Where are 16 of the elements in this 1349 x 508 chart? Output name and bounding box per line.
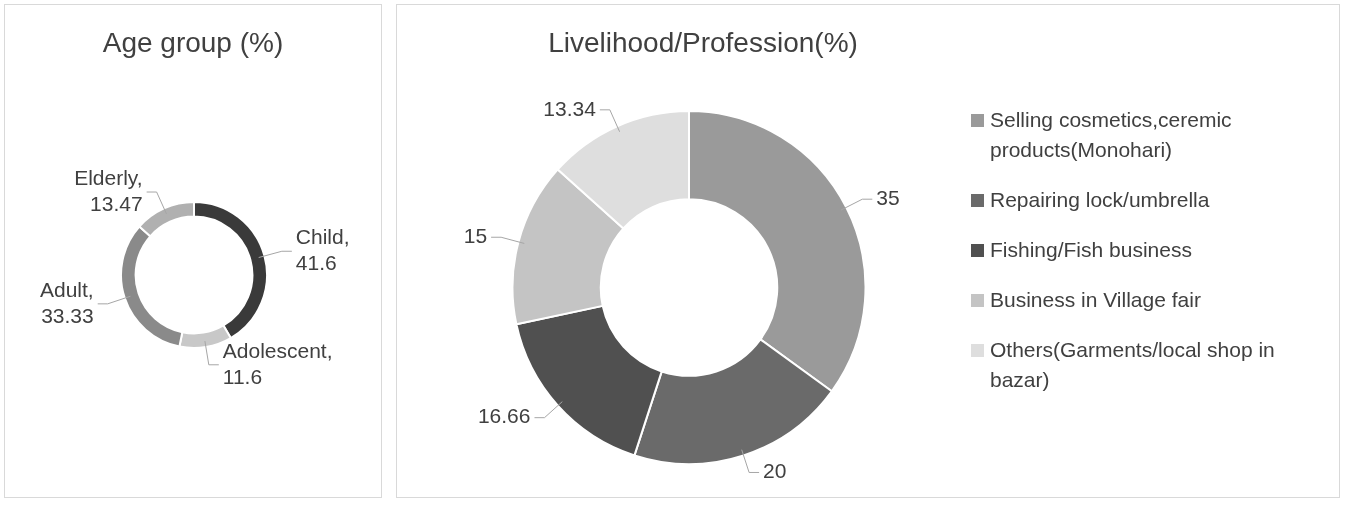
legend-label: Others(Garments/local shop in bazar) xyxy=(990,337,1276,393)
legend-label: Business in Village fair xyxy=(990,287,1201,313)
data-label: Adult, 33.33 xyxy=(39,277,94,327)
chart-title: Livelihood/Profession(%) xyxy=(547,27,859,59)
data-label: 13.34 xyxy=(543,96,597,120)
legend-label: Selling cosmetics,ceremic products(Monohari) xyxy=(990,107,1233,163)
chart-title: Age group (%) xyxy=(101,27,285,59)
data-label: Child, 41.6 xyxy=(295,225,350,275)
data-label: 20 xyxy=(763,459,787,483)
data-label: 15 xyxy=(463,224,488,248)
data-label: Elderly, 13.47 xyxy=(74,165,143,215)
legend-label: Repairing lock/umbrella xyxy=(990,187,1210,213)
data-label: 16.66 xyxy=(477,404,531,428)
data-label: Adolescent, 11.6 xyxy=(222,338,333,388)
legend-label: Fishing/Fish business xyxy=(990,237,1192,263)
data-label: 35 xyxy=(876,186,900,209)
